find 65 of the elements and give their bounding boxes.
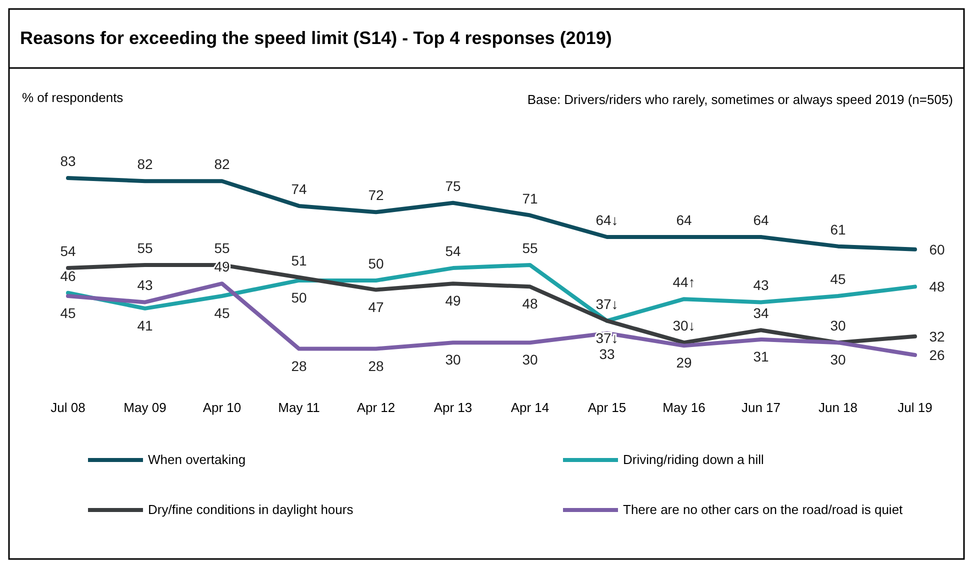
data-label: 55: [214, 240, 230, 256]
x-tick-label: Apr 13: [434, 400, 472, 415]
data-label: 33: [599, 346, 615, 362]
x-tick-label: Jul 08: [50, 400, 86, 415]
data-label: 64: [753, 212, 769, 228]
x-tick-label: Jun 17: [741, 400, 781, 415]
x-tick-label: May 11: [278, 400, 320, 415]
data-label: 34: [753, 305, 769, 322]
legend-label: There are no other cars on the road/road is quiet: [623, 502, 904, 517]
data-label: 37↓: [596, 296, 618, 312]
data-label: 45: [60, 305, 76, 321]
x-tick-label: Jul 19: [898, 400, 932, 415]
data-label: 64↓: [596, 212, 618, 228]
data-label: 46: [60, 268, 76, 284]
data-label: 44↑: [672, 274, 696, 290]
data-label: 55: [137, 240, 153, 256]
data-label: 28: [368, 358, 384, 374]
data-label: 28: [291, 358, 307, 374]
data-label: 55: [522, 240, 538, 256]
text: % of respondents: [22, 90, 124, 105]
data-label: 30: [830, 318, 846, 334]
data-label: 30: [830, 352, 846, 368]
data-label: 71: [522, 190, 538, 206]
data-label: 75: [445, 178, 461, 194]
data-label: 82: [214, 156, 230, 172]
data-label: 72: [368, 187, 384, 204]
data-label: 50: [368, 255, 384, 272]
legend-label: Dry/fine conditions in daylight hours: [148, 502, 354, 517]
data-label: 43: [753, 277, 769, 294]
chart-title: Reasons for exceeding the speed limit (S14) - Top 4 responses (2019): [20, 28, 612, 48]
data-label: 54: [60, 243, 76, 260]
legend-label: When overtaking: [148, 452, 246, 467]
x-tick-label: Apr 10: [202, 400, 242, 415]
data-label: 30↓: [672, 318, 696, 334]
data-label: 32: [929, 328, 945, 344]
x-tick-label: May 09: [124, 400, 166, 415]
x-tick-label: May 16: [662, 400, 706, 415]
data-label: 45: [214, 305, 230, 321]
text: Base: Drivers/riders who rarely, sometimes or always speed 2019 (n=505): [527, 92, 953, 107]
data-label: 64: [676, 212, 692, 228]
x-tick-label: Apr 15: [588, 400, 626, 415]
data-label: 45: [830, 271, 846, 287]
data-label: 49: [445, 292, 461, 309]
x-tick-label: Jun 18: [818, 400, 858, 415]
data-label: 31: [753, 348, 769, 364]
data-label: 61: [830, 221, 846, 238]
data-label: 30: [522, 352, 538, 368]
data-label: 43: [137, 277, 153, 294]
data-label: 50: [291, 289, 307, 306]
data-label: 51: [291, 252, 307, 268]
data-label: 74: [291, 180, 307, 197]
legend-label: Driving/riding down a hill: [623, 452, 764, 467]
data-label: 47: [368, 298, 384, 315]
data-label: 83: [60, 153, 76, 169]
data-label: 30: [445, 352, 461, 368]
data-label: 60: [929, 241, 945, 258]
data-label: 48: [929, 278, 945, 295]
data-label: 41: [137, 317, 153, 334]
x-tick-label: Apr 12: [356, 400, 396, 415]
data-label: 26: [929, 347, 945, 363]
data-label: 48: [522, 296, 538, 312]
data-label: 54: [445, 243, 461, 260]
data-label: 29: [676, 354, 692, 371]
data-label: 82: [137, 156, 153, 172]
x-tick-label: Apr 14: [510, 400, 550, 415]
